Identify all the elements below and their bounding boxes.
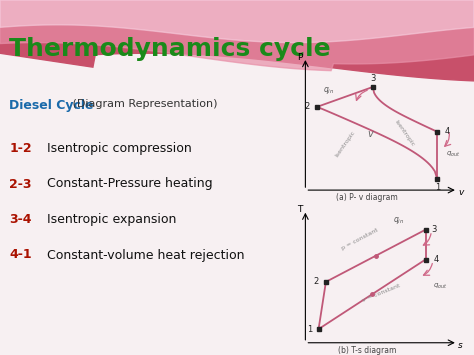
Text: $q_{in}$: $q_{in}$ (393, 215, 405, 226)
Text: Isentropic: Isentropic (335, 129, 356, 158)
Text: v: v (367, 129, 373, 139)
Text: P: P (297, 53, 302, 62)
Text: Diesel Cycle: Diesel Cycle (9, 99, 94, 113)
Polygon shape (0, 0, 474, 43)
Text: Isentropic expansion: Isentropic expansion (47, 213, 177, 226)
Text: $q_{out}$: $q_{out}$ (433, 282, 447, 291)
Text: v = constant: v = constant (361, 283, 401, 303)
Text: Isentropic compression: Isentropic compression (47, 142, 192, 155)
Text: 4: 4 (445, 127, 450, 136)
Text: 3: 3 (370, 74, 375, 83)
Text: (Diagram Representation): (Diagram Representation) (69, 99, 217, 109)
Text: 4: 4 (433, 255, 438, 264)
Text: 2: 2 (313, 277, 318, 286)
Text: s: s (458, 341, 463, 350)
Text: 4-1: 4-1 (9, 248, 32, 262)
Text: Thermodynamics cycle: Thermodynamics cycle (9, 37, 331, 61)
Text: 3: 3 (432, 225, 437, 234)
Text: Constant-volume heat rejection: Constant-volume heat rejection (47, 248, 245, 262)
Text: v: v (458, 188, 464, 197)
Text: Constant-Pressure heating: Constant-Pressure heating (47, 178, 213, 191)
Text: 3-4: 3-4 (9, 213, 32, 226)
Text: $q_{out}$: $q_{out}$ (446, 149, 461, 159)
Text: 1: 1 (307, 324, 312, 334)
Text: p = constant: p = constant (340, 227, 379, 251)
Text: (b) T-s diagram: (b) T-s diagram (338, 346, 396, 355)
Text: 1-2: 1-2 (9, 142, 32, 155)
Polygon shape (0, 0, 474, 81)
Polygon shape (0, 0, 474, 71)
Text: 1: 1 (435, 183, 440, 192)
Text: (a) P- v diagram: (a) P- v diagram (336, 193, 398, 202)
Text: $q_{in}$: $q_{in}$ (323, 85, 334, 96)
Text: T: T (297, 205, 302, 214)
Text: 2: 2 (304, 102, 310, 111)
Text: 2-3: 2-3 (9, 178, 32, 191)
Text: Isentropic: Isentropic (393, 119, 415, 148)
